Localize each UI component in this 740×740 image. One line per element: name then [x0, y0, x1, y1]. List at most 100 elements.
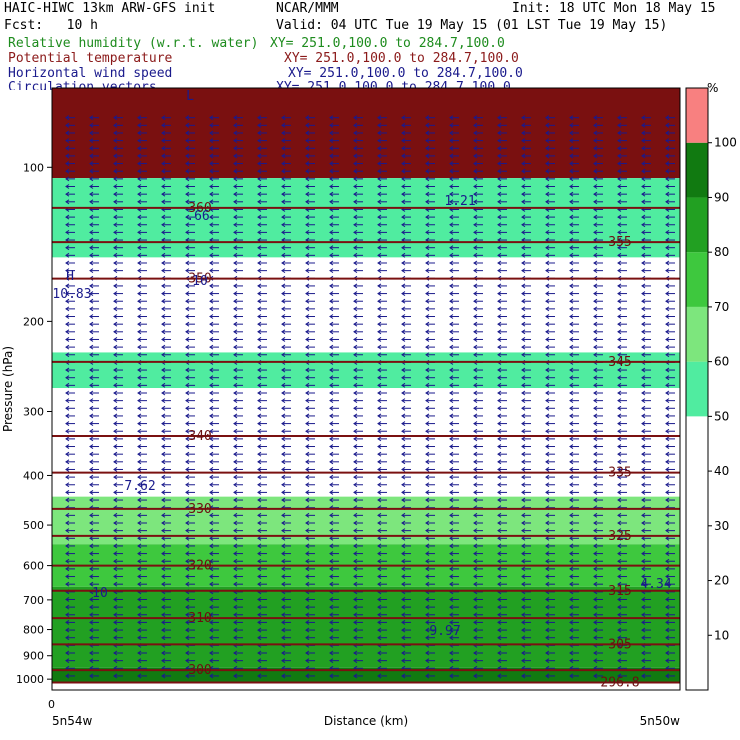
wind-vector-head [641, 421, 646, 426]
wind-speed-label: 10 [92, 586, 108, 601]
wind-vector-head [473, 566, 478, 572]
wind-vector-head [257, 421, 262, 426]
wind-vector-head [185, 298, 190, 304]
wind-vector-head [305, 421, 310, 426]
wind-vector-head [65, 321, 70, 327]
wind-vector-head [617, 444, 622, 449]
wind-vector-head [473, 528, 478, 534]
wind-vector-head [353, 597, 358, 602]
wind-vector-head [305, 229, 310, 235]
wind-vector-head [137, 153, 142, 159]
wind-vector-head [353, 566, 358, 572]
wind-vector-head [281, 298, 286, 304]
wind-vector-head [257, 229, 262, 235]
wind-vector-head [377, 145, 382, 151]
wind-vector-head [497, 191, 502, 197]
wind-vector-head [497, 352, 502, 358]
wind-vector-head [449, 382, 454, 388]
wind-vector-head [161, 153, 166, 159]
wind-vector-head [497, 344, 502, 350]
wind-vector-head [401, 252, 406, 258]
wind-vector-head [209, 382, 214, 388]
wind-vector-head [257, 673, 262, 679]
y-tick-label: 400 [23, 469, 44, 482]
wind-vector-head [137, 619, 142, 625]
wind-vector-head [65, 459, 70, 465]
wind-vector-head [89, 597, 94, 602]
wind-vector-head [65, 673, 70, 679]
wind-vector-head [473, 444, 478, 449]
wind-vector-head [617, 245, 622, 251]
wind-vector-head [161, 558, 166, 564]
wind-vector-head [377, 168, 382, 174]
wind-vector-head [425, 627, 430, 633]
wind-vector-head [137, 161, 142, 166]
wind-vector-head [305, 344, 310, 350]
wind-vector-head [497, 314, 502, 319]
wind-vector-head [641, 558, 646, 564]
wind-vector-head [473, 245, 478, 251]
wind-vector-head [209, 390, 214, 396]
wind-vector-head [281, 421, 286, 426]
wind-vector-head [521, 130, 526, 136]
wind-vector-head [113, 367, 118, 373]
wind-vector-head [233, 528, 238, 534]
wind-vector-head [497, 176, 502, 182]
wind-vector-head [329, 191, 334, 197]
wind-vector-head [137, 421, 142, 426]
wind-vector-head [521, 489, 526, 495]
model-title: HAIC-HIWC 13km ARW-GFS init [4, 1, 216, 16]
wind-vector-head [113, 153, 118, 159]
wind-vector-head [449, 612, 454, 618]
wind-vector-head [137, 184, 142, 189]
wind-vector-head [185, 520, 190, 526]
wind-vector-head [281, 122, 286, 128]
wind-vector-head [257, 390, 262, 396]
wind-vector-head [257, 535, 262, 541]
wind-vector-head [473, 597, 478, 602]
wind-vector-head [281, 252, 286, 258]
wind-vector-head [617, 382, 622, 388]
wind-vector-head [665, 444, 670, 449]
wind-vector-head [545, 252, 550, 258]
wind-vector-head [665, 543, 670, 549]
colorbar-tick-label: 90 [714, 190, 729, 204]
wind-vector-head [233, 489, 238, 495]
wind-vector-head [257, 581, 262, 587]
wind-vector-head [569, 199, 574, 205]
wind-vector-head [233, 474, 238, 480]
wind-vector-head [569, 512, 574, 518]
wind-vector-head [281, 367, 286, 373]
wind-vector-head [137, 474, 142, 480]
wind-vector-head [89, 451, 94, 457]
wind-vector-head [305, 673, 310, 679]
wind-vector-head [569, 291, 574, 296]
wind-vector-head [497, 168, 502, 174]
wind-vector-head [545, 444, 550, 449]
wind-vector-head [209, 535, 214, 541]
wind-vector-head [113, 268, 118, 274]
wind-vector-head [281, 574, 286, 579]
wind-vector-head [185, 283, 190, 289]
wind-vector-head [617, 558, 622, 564]
wind-vector-head [113, 551, 118, 557]
wind-vector-head [377, 184, 382, 189]
wind-vector-head [425, 581, 430, 587]
wind-vector-head [161, 581, 166, 587]
wind-vector-head [497, 474, 502, 480]
wind-vector-head [185, 375, 190, 381]
wind-vector-head [257, 321, 262, 327]
wind-vector-head [329, 245, 334, 251]
wind-vector-head [305, 543, 310, 549]
wind-vector-head [545, 451, 550, 457]
wind-vector-head [329, 467, 334, 472]
wind-vector-head [497, 122, 502, 128]
wind-vector-head [401, 459, 406, 465]
wind-vector-head [521, 467, 526, 472]
wind-vector-head [209, 153, 214, 159]
wind-vector-head [497, 229, 502, 235]
wind-vector-head [161, 650, 166, 656]
wind-vector-head [257, 574, 262, 579]
wind-vector-head [497, 543, 502, 549]
wind-vector-head [545, 512, 550, 518]
